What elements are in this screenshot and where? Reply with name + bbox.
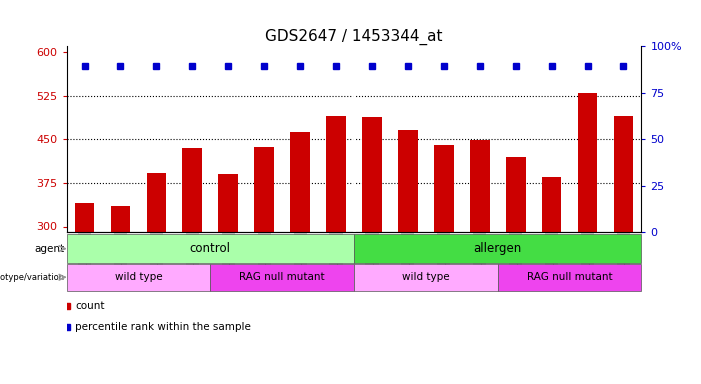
- Title: GDS2647 / 1453344_at: GDS2647 / 1453344_at: [265, 28, 443, 45]
- Bar: [506, 157, 526, 232]
- Bar: [398, 131, 418, 232]
- Bar: [67, 234, 354, 263]
- Text: percentile rank within the sample: percentile rank within the sample: [76, 322, 251, 332]
- Bar: [67, 264, 210, 291]
- Bar: [254, 147, 274, 232]
- Bar: [362, 117, 382, 232]
- Text: agent: agent: [34, 243, 64, 254]
- Bar: [354, 264, 498, 291]
- Bar: [498, 264, 641, 291]
- Bar: [434, 145, 454, 232]
- Bar: [182, 148, 202, 232]
- Text: wild type: wild type: [402, 272, 449, 282]
- Text: allergen: allergen: [474, 242, 522, 255]
- Bar: [111, 206, 130, 232]
- Bar: [578, 93, 597, 232]
- Bar: [290, 132, 310, 232]
- Bar: [147, 173, 166, 232]
- Text: wild type: wild type: [115, 272, 162, 282]
- Text: control: control: [190, 242, 231, 255]
- Bar: [470, 141, 489, 232]
- Bar: [75, 203, 95, 232]
- Bar: [613, 116, 633, 232]
- Bar: [210, 264, 354, 291]
- Bar: [354, 234, 641, 263]
- Bar: [326, 116, 346, 232]
- Text: genotype/variation: genotype/variation: [0, 273, 64, 282]
- Bar: [542, 177, 562, 232]
- Text: RAG null mutant: RAG null mutant: [526, 272, 613, 282]
- Text: RAG null mutant: RAG null mutant: [239, 272, 325, 282]
- Bar: [219, 174, 238, 232]
- Text: count: count: [76, 301, 105, 311]
